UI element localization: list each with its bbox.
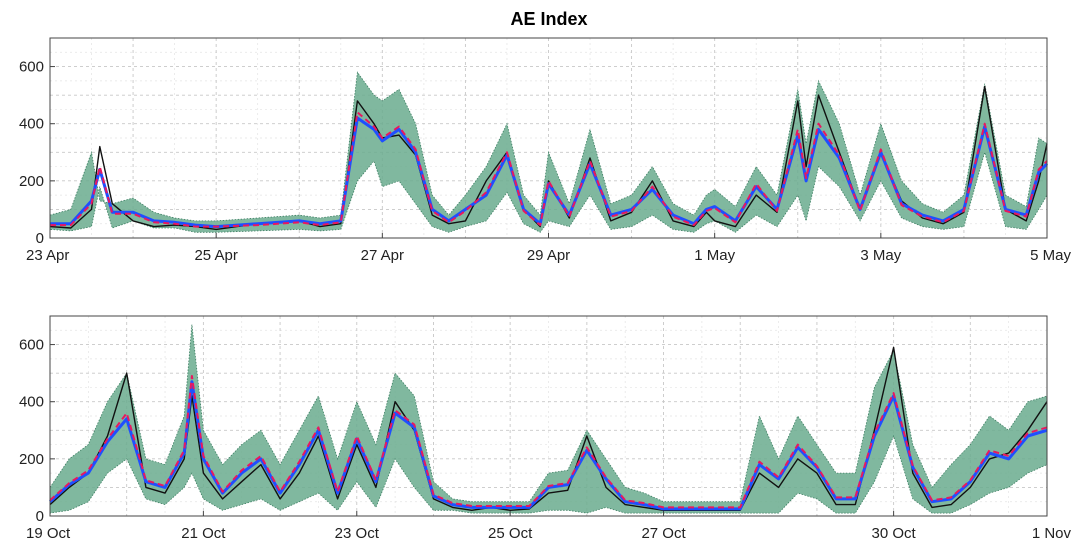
- x-tick-label: 27 Apr: [361, 247, 404, 264]
- x-tick-label: 1 May: [694, 247, 735, 264]
- x-tick-label: 27 Oct: [641, 525, 686, 542]
- y-tick-label: 600: [19, 337, 44, 354]
- x-tick-label: 5 May: [1030, 247, 1071, 264]
- x-tick-label: 25 Apr: [194, 247, 237, 264]
- y-tick-label: 400: [19, 116, 44, 133]
- y-tick-label: 200: [19, 173, 44, 190]
- y-tick-label: 0: [36, 230, 44, 247]
- y-tick-label: 600: [19, 59, 44, 76]
- model-range-band: [49, 71, 1048, 233]
- x-tick-label: 29 Apr: [527, 247, 570, 264]
- ensemble-mean-line: [50, 111, 1048, 228]
- y-tick-label: 400: [19, 394, 44, 411]
- plot-frame: [49, 315, 1048, 517]
- x-tick-label: 1 Nov: [1032, 525, 1072, 542]
- y-tick-label: 0: [36, 508, 44, 525]
- chart-title: AE Index: [510, 9, 587, 29]
- bottom-panel-october-november: 0 200 400 600 19 Oct 21 Oct 23 Oct 25 Oct 27 Oct…: [19, 315, 1072, 542]
- x-tick-label: 3 May: [860, 247, 901, 264]
- observed-ae-line: [49, 346, 1048, 511]
- x-tick-label: 30 Oct: [872, 525, 917, 542]
- top-panel-april-may: 0 200 400 600 23 Apr 25 Apr 27 Apr 29 Apr 1 May 3…: [19, 37, 1071, 264]
- x-tick-label: 21 Oct: [181, 525, 226, 542]
- x-tick-label: 19 Oct: [26, 525, 71, 542]
- x-tick-label: 23 Oct: [335, 525, 380, 542]
- x-tick-label: 23 Apr: [26, 247, 69, 264]
- x-tick-label: 25 Oct: [488, 525, 533, 542]
- ensemble-mean-line: [49, 375, 1048, 509]
- y-tick-label: 200: [19, 451, 44, 468]
